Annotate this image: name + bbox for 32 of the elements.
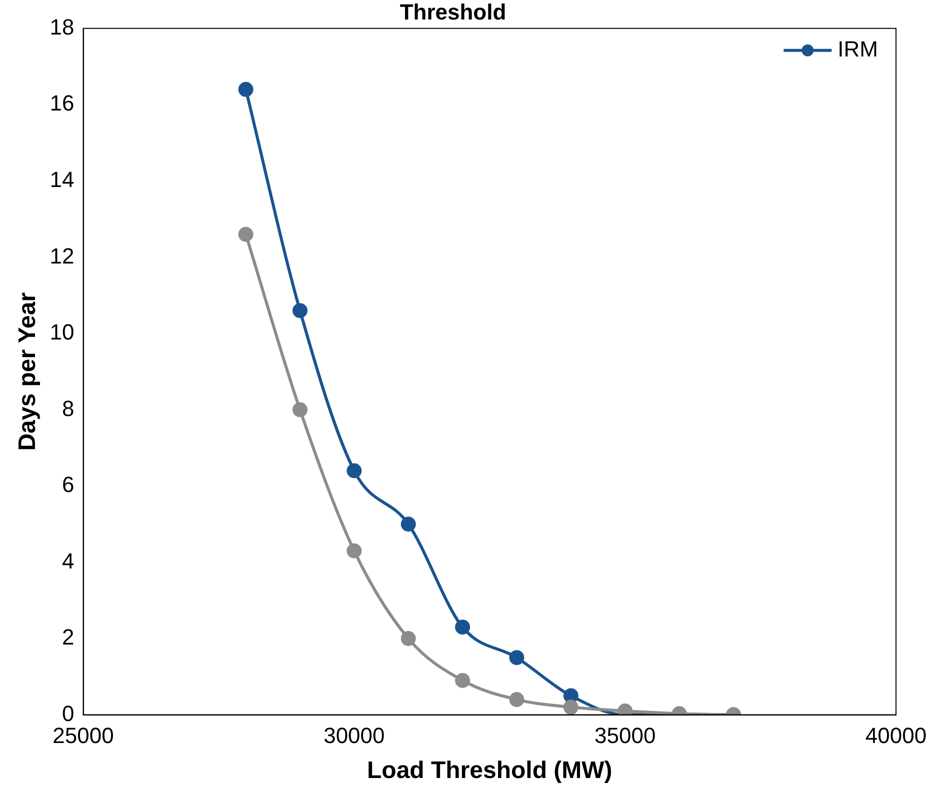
point bbox=[292, 402, 308, 418]
y-tick-label: 8 bbox=[62, 396, 74, 421]
y-tick-label: 0 bbox=[62, 700, 74, 726]
point bbox=[346, 543, 362, 558]
y-tick-label: 2 bbox=[62, 624, 74, 650]
y-tick-label: 16 bbox=[50, 90, 74, 116]
y-tick-label: 18 bbox=[50, 14, 74, 40]
x-tick-label: 25000 bbox=[52, 723, 114, 748]
point bbox=[400, 631, 416, 646]
point bbox=[346, 463, 362, 478]
point bbox=[509, 692, 524, 708]
point bbox=[292, 303, 308, 318]
x-tick-label: 35000 bbox=[594, 723, 656, 748]
point bbox=[509, 650, 524, 666]
y-tick-label: 6 bbox=[62, 472, 74, 498]
point bbox=[238, 82, 254, 97]
point bbox=[455, 672, 470, 688]
y-tick-label: 10 bbox=[50, 320, 74, 345]
x-axis-title: Load Threshold (MW) bbox=[366, 757, 612, 784]
point bbox=[400, 516, 416, 532]
point bbox=[455, 620, 470, 635]
x-tick-label: 30000 bbox=[324, 723, 385, 748]
y-axis-title: Days per Year bbox=[14, 292, 42, 451]
x-tick-label: 40000 bbox=[865, 723, 927, 748]
point bbox=[238, 226, 254, 242]
y-tick-label: 12 bbox=[50, 243, 74, 268]
legend-label: IRM bbox=[838, 36, 878, 62]
point bbox=[563, 688, 578, 704]
point bbox=[563, 700, 578, 715]
y-tick-label: 14 bbox=[50, 166, 74, 192]
y-tick-label: 4 bbox=[62, 548, 74, 574]
chart-title: Threshold bbox=[400, 0, 506, 24]
